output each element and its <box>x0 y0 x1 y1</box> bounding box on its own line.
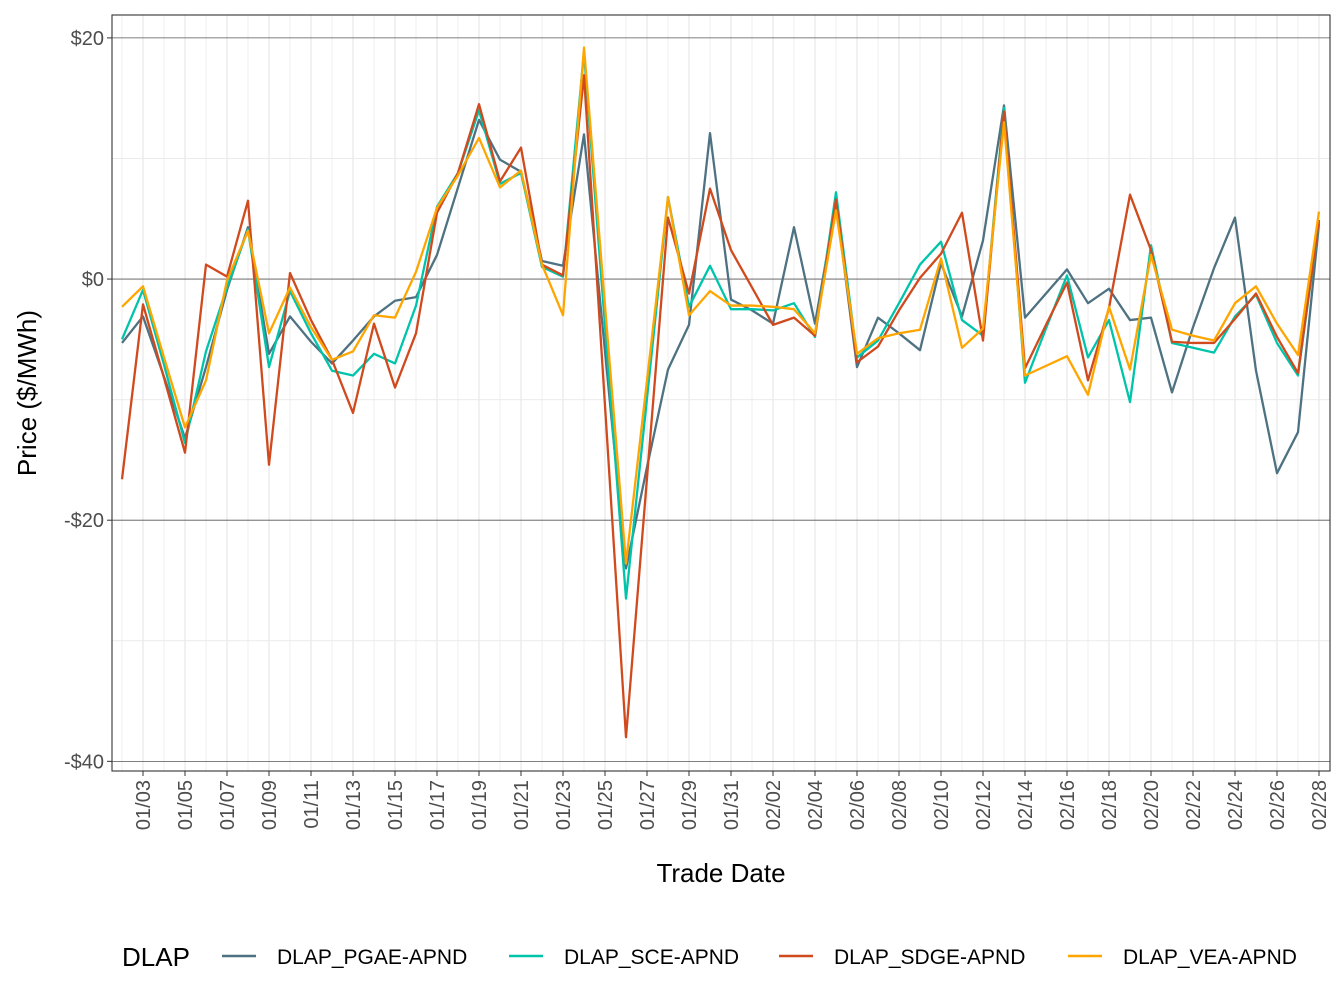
legend-title: DLAP <box>122 942 190 972</box>
x-tick-label: 02/04 <box>805 780 827 830</box>
y-tick-label: $20 <box>71 28 104 50</box>
x-tick-label: 01/29 <box>679 780 701 830</box>
legend-label: DLAP_SDGE-APND <box>834 946 1025 969</box>
x-tick-label: 01/05 <box>175 780 197 830</box>
x-tick-label: 01/17 <box>427 780 449 830</box>
series-lines <box>120 46 1321 739</box>
x-tick-label: 02/16 <box>1057 780 1079 830</box>
x-axis-title: Trade Date <box>656 858 785 888</box>
y-axis-title: Price ($/MWh) <box>12 310 42 476</box>
x-tick-label: 02/12 <box>973 780 995 830</box>
x-tick-label: 01/13 <box>343 780 365 830</box>
x-tick-label: 01/19 <box>469 780 491 830</box>
x-tick-label: 01/31 <box>721 780 743 830</box>
x-tick-label: 02/14 <box>1015 780 1037 830</box>
x-tick-label: 02/28 <box>1309 780 1331 830</box>
x-tick-label: 01/23 <box>553 780 575 830</box>
y-tick-label: -$40 <box>64 751 104 773</box>
y-tick-label: $0 <box>82 269 104 291</box>
x-axis: 01/03 01/05 01/07 01/09 01/11 01/13 01/15 01/17… <box>133 771 1331 830</box>
x-tick-label: 02/20 <box>1141 780 1163 830</box>
x-tick-label: 02/02 <box>763 780 785 830</box>
x-tick-label: 02/18 <box>1099 780 1121 830</box>
x-tick-label: 02/26 <box>1267 780 1289 830</box>
legend-label: DLAP_SCE-APND <box>564 946 739 969</box>
x-tick-label: 01/15 <box>385 780 407 830</box>
x-tick-label: 02/06 <box>847 780 869 830</box>
series-line-dlap_sdge-apnd <box>120 74 1321 739</box>
x-tick-label: 01/07 <box>217 780 239 830</box>
x-tick-label: 01/25 <box>595 780 617 830</box>
legend: DLAP DLAP_PGAE-APND DLAP_SCE-APND DLAP_SDG… <box>122 942 1297 972</box>
x-tick-label: 01/21 <box>511 780 533 830</box>
x-tick-label: 01/27 <box>637 780 659 830</box>
y-tick-label: -$20 <box>64 510 104 532</box>
panel-border <box>111 14 1331 772</box>
series-line-dlap_vea-apnd <box>121 46 1321 565</box>
legend-label: DLAP_VEA-APND <box>1123 946 1297 969</box>
x-tick-label: 01/11 <box>301 780 323 829</box>
x-tick-label: 01/09 <box>259 780 281 830</box>
x-tick-label: 02/24 <box>1225 780 1247 830</box>
x-tick-label: 02/08 <box>889 780 911 830</box>
series-line-dlap_sce-apnd <box>120 51 1321 600</box>
x-tick-label: 02/10 <box>931 780 953 830</box>
grid <box>112 15 1330 771</box>
y-axis: $20 $0 -$20 -$40 <box>64 28 112 773</box>
x-tick-label: 02/22 <box>1183 780 1205 830</box>
legend-label: DLAP_PGAE-APND <box>277 946 467 969</box>
x-tick-label: 01/03 <box>133 780 155 830</box>
